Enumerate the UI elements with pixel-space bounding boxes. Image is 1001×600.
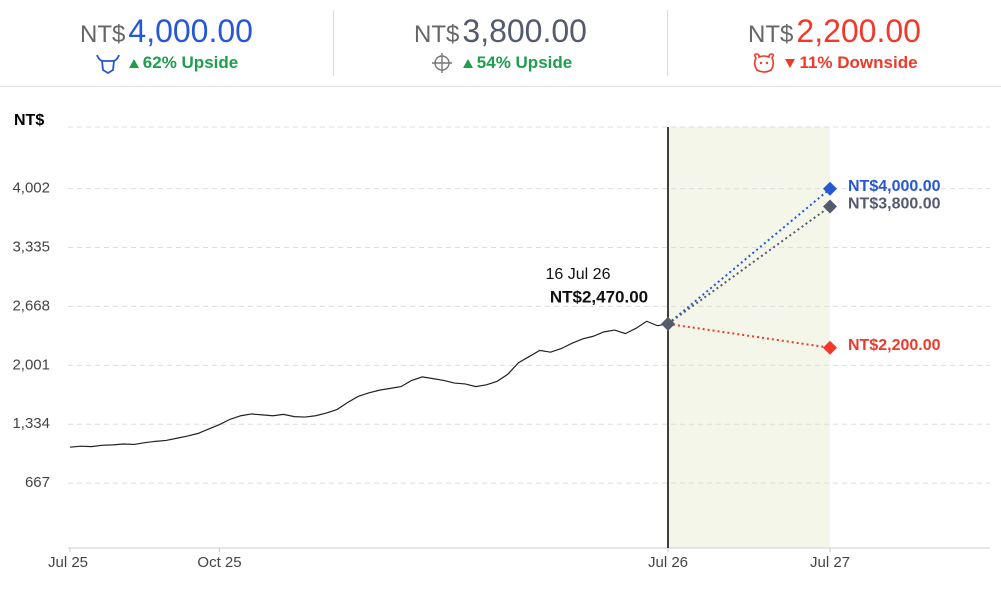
- target-marker: [823, 340, 837, 355]
- bull-scenario: NT$ 4,000.00 62% Upside: [0, 10, 334, 76]
- bull-icon: [95, 54, 120, 74]
- x-tick-label: Jul 26: [648, 554, 688, 571]
- down-arrow: [785, 58, 796, 68]
- x-tick-label: Jul 27: [810, 554, 850, 571]
- target-price: 2,200.00: [796, 12, 921, 49]
- y-tick-label: 667: [25, 474, 50, 491]
- bear-scenario: NT$ 2,200.00 11% Downside: [668, 10, 1001, 76]
- change: 54% Upside: [476, 52, 573, 72]
- x-tick-label: Jul 25: [48, 554, 88, 571]
- forecast-line: [667, 188, 831, 325]
- target-price: 4,000.00: [128, 12, 253, 49]
- target-marker: [823, 181, 837, 196]
- y-tick-label: 2,668: [12, 297, 50, 314]
- price-line: [69, 320, 669, 448]
- change: 11% Downside: [799, 52, 918, 72]
- forecast-line: [667, 205, 831, 325]
- x-tick-label: Oct 25: [197, 554, 241, 571]
- currency: NT$: [414, 20, 460, 48]
- currency: NT$: [80, 20, 126, 48]
- target-label: NT$2,200.00: [848, 337, 941, 354]
- target-price: 3,800.00: [462, 12, 587, 49]
- forecast-region: [668, 127, 830, 548]
- target-label: NT$4,000.00: [848, 178, 941, 195]
- target-label: NT$3,800.00: [848, 196, 941, 213]
- annotation-date: 16 Jul 26: [546, 266, 611, 283]
- up-arrow: [462, 58, 473, 68]
- y-tick-label: 3,335: [12, 238, 50, 255]
- current-marker: [661, 316, 675, 331]
- y-tick-label: 1,334: [12, 415, 50, 432]
- target-icon: [431, 52, 452, 73]
- y-tick-label: 4,002: [12, 180, 50, 197]
- base-scenario: NT$ 3,800.00 54% Upside: [334, 10, 668, 76]
- annotation-label: NT$2,470.00: [550, 287, 648, 306]
- bear-icon: [754, 52, 775, 73]
- forecast-line: [667, 322, 831, 349]
- target-marker: [823, 199, 837, 214]
- scenario-header: NT$ 4,000.00 62% Upside NT$ 3,800.00 54% U…: [0, 0, 1001, 87]
- up-arrow: [128, 58, 139, 68]
- change: 62% Upside: [142, 52, 239, 72]
- y-tick-label: 2,001: [12, 356, 50, 373]
- currency: NT$: [748, 20, 794, 48]
- y-axis-label: NT$: [14, 112, 44, 129]
